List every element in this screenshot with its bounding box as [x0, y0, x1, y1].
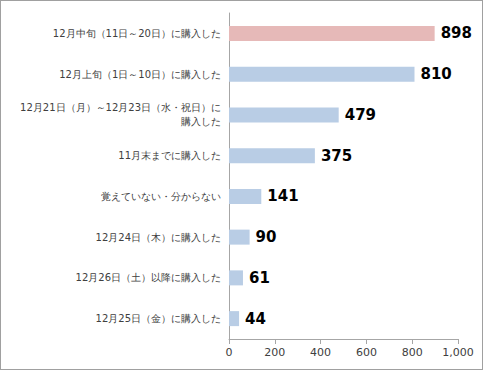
svg-text:11月末までに購入した: 11月末までに購入した: [118, 150, 221, 161]
svg-text:購入した: 購入した: [181, 116, 221, 127]
svg-text:覚えていない・分からない: 覚えていない・分からない: [101, 191, 221, 202]
svg-text:141: 141: [267, 187, 298, 205]
svg-text:61: 61: [249, 269, 270, 287]
svg-text:600: 600: [356, 346, 377, 359]
svg-text:12月中旬（11日～20日）に購入した: 12月中旬（11日～20日）に購入した: [53, 28, 221, 39]
svg-text:810: 810: [420, 65, 451, 83]
svg-text:1,000: 1,000: [442, 346, 474, 359]
svg-text:12月25日（金）に購入した: 12月25日（金）に購入した: [96, 313, 221, 324]
svg-text:90: 90: [256, 228, 277, 246]
svg-text:800: 800: [402, 346, 423, 359]
svg-text:12月24日（木）に購入した: 12月24日（木）に購入した: [96, 232, 221, 243]
svg-text:200: 200: [264, 346, 285, 359]
svg-text:12月上旬（1日～10日）に購入した: 12月上旬（1日～10日）に購入した: [59, 69, 221, 80]
svg-text:12月26日（土）以降に購入した: 12月26日（土）以降に購入した: [76, 272, 221, 283]
svg-text:44: 44: [245, 310, 266, 328]
svg-text:0: 0: [226, 346, 233, 359]
svg-text:898: 898: [441, 24, 472, 42]
svg-text:479: 479: [345, 106, 376, 124]
svg-text:400: 400: [310, 346, 331, 359]
svg-text:12月21日（月）～12月23日（水・祝日）に: 12月21日（月）～12月23日（水・祝日）に: [20, 102, 221, 113]
svg-text:375: 375: [321, 147, 352, 165]
